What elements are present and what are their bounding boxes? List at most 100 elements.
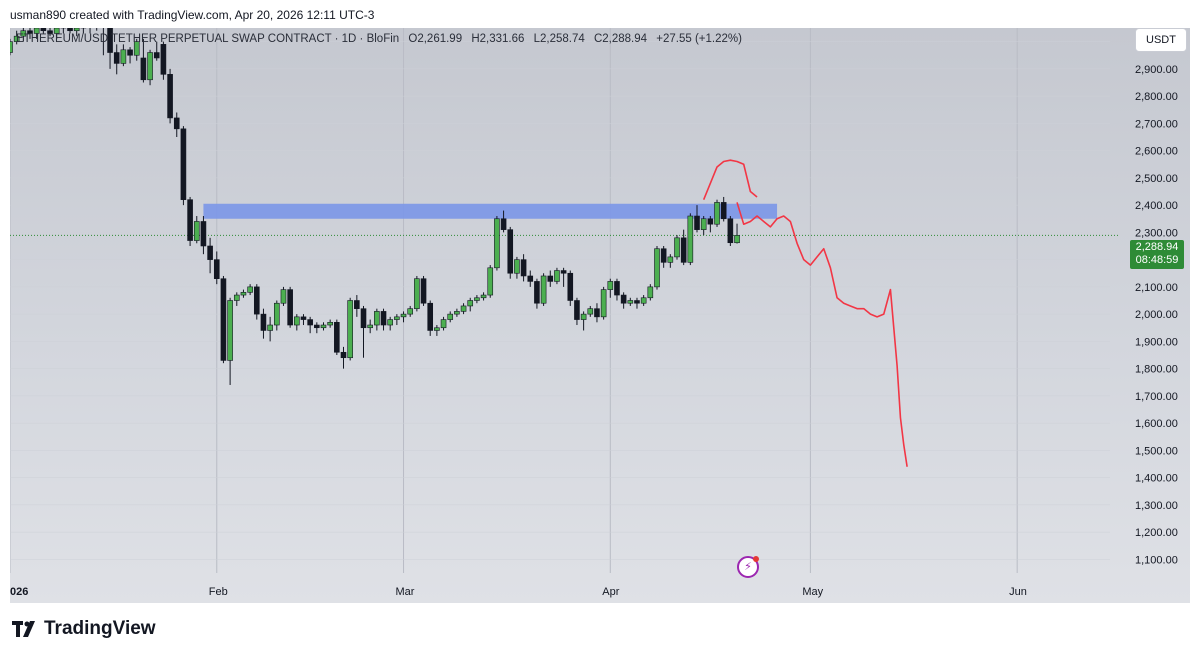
legend-change: +27.55 (+1.22%) [656,33,742,45]
y-tick-label: 2,900.00 [1135,64,1178,76]
y-tick-label: 1,600.00 [1135,418,1178,430]
candle-body [627,300,634,304]
candle-body [654,248,660,288]
y-tick-label: 1,900.00 [1135,336,1178,348]
candle-body [574,300,580,320]
candle-body [607,281,614,290]
candle-body [20,30,27,37]
candle-body [193,221,200,241]
chart-caption: usman890 created with TradingView.com, A… [10,8,375,22]
candle-body [167,74,173,119]
candle-body [340,351,347,359]
y-tick-label: 2,400.00 [1135,200,1178,212]
candle-body [13,35,20,42]
y-tick-label: 2,600.00 [1135,146,1178,158]
last-price-value: 2,288.94 [1135,241,1179,253]
candle-body [180,128,187,200]
last-price-tag: 2,288.94 08:48:59 [1130,240,1184,269]
candle-body [374,311,380,326]
x-tick-label: May [802,586,823,598]
candle-body [53,27,60,34]
candle-body [434,327,440,331]
candle-body [500,218,507,230]
candle-body [133,41,140,56]
candle-body [720,202,727,220]
candle-body [700,218,707,230]
candle-body [527,275,534,282]
legend-close: C2,288.94 [593,33,648,45]
candle-body [694,215,700,230]
candle-body [580,313,587,320]
candle-body [567,272,574,301]
candle-body [327,321,333,326]
drawn-projection-line [736,202,908,467]
candle-body [47,30,53,34]
tradingview-logo[interactable]: TradingView [12,618,156,640]
chart-area[interactable]: 3,000.002,900.002,800.002,700.002,600.00… [7,19,1190,603]
candle-body [454,311,460,315]
candle-body [160,44,167,75]
candle-body [474,297,480,301]
candle-body [714,202,720,225]
candle-body [560,270,567,274]
currency-button[interactable]: USDT [1135,28,1187,52]
candle-body [480,294,487,299]
candle-body [67,24,73,32]
legend-open: O2,261.99 [408,33,463,45]
candle-body [600,289,607,318]
candle-body [227,300,233,361]
candle-body [460,305,467,312]
candle-body [660,248,667,263]
y-tick-label: 2,800.00 [1135,91,1178,103]
y-tick-label: 1,300.00 [1135,500,1178,512]
y-tick-label: 1,400.00 [1135,473,1178,485]
symbol-name: ETHEREUM/USD TETHER PERPETUAL SWAP CONTR… [16,33,400,45]
candle-body [267,324,273,331]
candle-body [547,275,554,282]
candle-body [200,221,207,247]
candle-body [187,199,193,241]
x-tick-label: Feb [209,586,228,598]
candle-body [240,292,247,296]
candle-body [27,30,33,34]
candle-body [427,302,434,331]
y-tick-label: 2,000.00 [1135,309,1178,321]
candle-body [680,237,687,263]
y-tick-label: 1,700.00 [1135,391,1178,403]
candle-body [594,308,600,318]
candle-body [347,300,353,359]
lightning-icon[interactable]: ⚡ [737,556,759,578]
candle-body [287,289,293,326]
candle-body [300,316,307,320]
candle-body [727,218,734,244]
candle-body [220,278,227,361]
bar-countdown: 08:48:59 [1135,254,1179,266]
candle-body [394,316,400,320]
candle-body [320,324,327,329]
y-tick-label: 2,500.00 [1135,173,1178,185]
candle-body [314,324,320,329]
candle-body [674,237,680,258]
brand-name: TradingView [44,618,156,639]
candle-body [7,41,13,53]
candle-body [113,52,120,64]
candle-body [687,215,694,263]
candle-body [307,319,313,326]
candlestick-chart[interactable]: 3,000.002,900.002,800.002,700.002,600.00… [7,19,1190,603]
candle-body [707,218,714,225]
candle-body [354,300,360,309]
candle-body [120,49,127,64]
candle-body [207,245,213,260]
candle-body [440,319,447,329]
candle-body [253,286,260,315]
candle-body [387,319,393,326]
x-tick-label: Apr [602,586,619,598]
candle-body [640,297,647,304]
candle-body [173,117,180,130]
candle-body [213,259,220,280]
y-tick-label: 1,100.00 [1135,554,1178,566]
candle-body [520,259,527,277]
candle-body [647,286,654,299]
candle-body [620,294,627,304]
tv-logo-icon [12,621,35,637]
